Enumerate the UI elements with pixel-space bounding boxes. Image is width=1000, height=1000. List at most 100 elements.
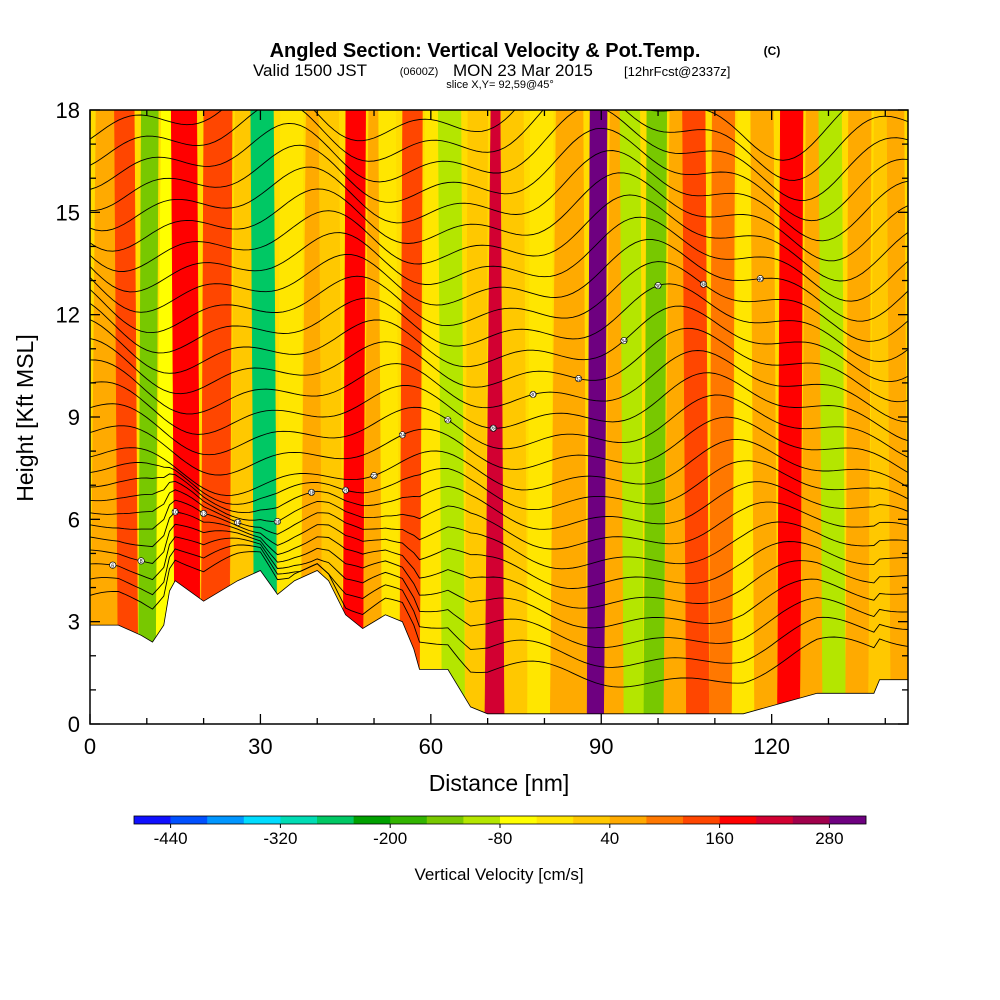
isentrope-line	[90, 372, 908, 442]
velocity-band	[527, 110, 554, 724]
y-tick-label: 3	[68, 610, 80, 635]
contour-label-marker	[171, 508, 179, 516]
colorbar-swatch	[792, 816, 830, 824]
isentrope-line	[90, 394, 908, 458]
chart-subtitle: Valid 1500 JST (0600Z) MON 23 Mar 2015 […	[253, 61, 730, 80]
contour-label-marker	[200, 509, 208, 517]
isentrope-line	[90, 305, 908, 383]
colorbar-tick-label: -320	[263, 829, 297, 848]
colorbar-swatch	[317, 816, 354, 824]
contour-labels: 6 8 10 12 14 16 18 20 22 24 26 28 30 32 34 36 38 40	[109, 275, 764, 569]
colorbar-swatch	[573, 816, 611, 824]
velocity-field	[90, 110, 908, 724]
colorbar-swatch	[353, 816, 391, 824]
x-axis-label: Distance [nm]	[429, 770, 570, 796]
slice-note: slice X,Y= 92,59@45°	[446, 79, 554, 91]
x-tick-label: 120	[753, 734, 790, 759]
contour-label: 22	[371, 474, 377, 480]
contour-label-marker	[234, 518, 242, 526]
isentrope-line	[90, 551, 908, 688]
contour-label: 34	[621, 339, 627, 345]
chart-title-mark: (C)	[764, 44, 781, 58]
contour-label-marker	[342, 486, 350, 494]
colorbar-swatch	[207, 816, 245, 824]
x-tick-label: 30	[248, 734, 272, 759]
contour-label: 36	[655, 284, 661, 290]
contour-label-marker	[529, 390, 537, 398]
subtitle-utc: (0600Z)	[400, 66, 439, 78]
isentrope-line	[90, 499, 908, 589]
colorbar-swatch	[426, 816, 464, 824]
velocity-band	[586, 110, 608, 724]
contour-label-marker	[398, 431, 406, 439]
isentrope-line	[90, 110, 908, 181]
contour-label-marker	[109, 561, 117, 569]
isentrope-line	[90, 350, 908, 423]
contour-label-marker	[620, 337, 628, 345]
subtitle-valid: Valid 1500 JST	[253, 61, 367, 80]
velocity-band	[342, 110, 366, 724]
isentrope-line	[90, 194, 908, 282]
isentrope-line	[90, 110, 908, 201]
colorbar-tick-label: -80	[488, 829, 513, 848]
contour-label: 38	[700, 282, 706, 288]
colorbar-swatch	[170, 816, 208, 824]
contour-label-marker	[575, 375, 583, 383]
contour-label-marker	[489, 424, 497, 432]
y-axis-label: Height [Kft MSL]	[12, 334, 38, 501]
contour-label: 16	[274, 520, 280, 526]
velocity-band	[500, 110, 528, 724]
contour-label-marker	[699, 280, 707, 288]
x-tick-label: 90	[589, 734, 613, 759]
velocity-band	[170, 110, 202, 724]
colorbar-swatch	[646, 816, 684, 824]
isentrope-lines	[90, 110, 908, 688]
colorbar-swatch	[683, 816, 720, 824]
y-tick-label: 0	[68, 712, 80, 737]
velocity-band	[818, 110, 846, 724]
isentrope-line	[90, 544, 908, 668]
colorbar-swatch	[829, 816, 867, 824]
isentrope-line	[90, 216, 908, 302]
isentrope-line	[90, 283, 908, 362]
contour-label: 40	[757, 277, 763, 283]
isentrope-line	[90, 239, 908, 322]
velocity-band	[777, 110, 804, 724]
velocity-band	[750, 110, 778, 724]
velocity-band	[138, 110, 159, 724]
colorbar-swatch	[243, 816, 281, 824]
contour-label: 6	[111, 563, 114, 569]
contour-label-marker	[370, 472, 378, 480]
velocity-band	[250, 110, 278, 724]
colorbar-tick-label: 40	[600, 829, 619, 848]
isentrope-line	[90, 523, 908, 629]
velocity-band	[845, 110, 872, 724]
isentrope-line	[90, 536, 908, 649]
velocity-band	[378, 110, 400, 724]
subtitle-forecast: [12hrFcst@2337z]	[624, 64, 730, 79]
terrain-mask	[90, 570, 908, 724]
contour-label-marker	[654, 282, 662, 290]
contour-label: 18	[308, 491, 314, 497]
contour-label: 30	[530, 393, 536, 399]
isentrope-line	[90, 327, 908, 403]
isentrope-line	[90, 511, 908, 609]
colorbar-swatch	[609, 816, 647, 824]
isentrope-line	[90, 416, 908, 476]
colorbar-swatch	[463, 816, 501, 824]
velocity-band	[277, 110, 304, 724]
velocity-band	[886, 110, 908, 724]
colorbar-tick-label: 160	[705, 829, 733, 848]
contour-label: 10	[172, 510, 178, 516]
colorbar-swatch	[280, 816, 318, 824]
contour-label-marker	[308, 488, 316, 496]
chart-title: Angled Section: Vertical Velocity & Pot.…	[270, 40, 701, 62]
subtitle-date: MON 23 Mar 2015	[453, 61, 593, 80]
isentrope-line	[90, 438, 908, 496]
x-tick-label: 0	[84, 734, 96, 759]
contour-label-marker	[444, 416, 452, 424]
isentrope-line	[90, 150, 908, 242]
x-axis: 0 30 60 90 120	[84, 110, 886, 759]
colorbar-label: Vertical Velocity [cm/s]	[414, 865, 583, 884]
